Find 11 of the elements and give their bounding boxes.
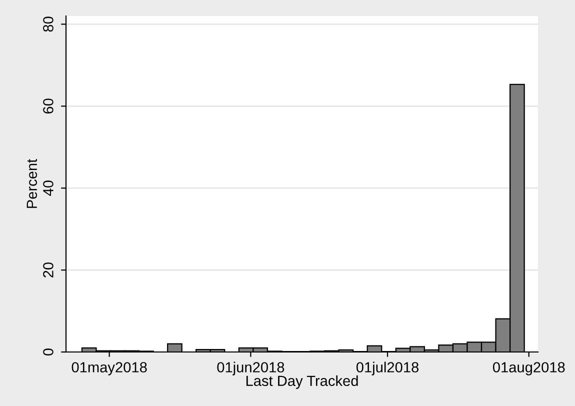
x-tick-label: 01may2018	[72, 362, 147, 376]
y-tick-label: 80	[43, 16, 54, 32]
y-axis-title: Percent	[26, 158, 38, 208]
y-tick-label: 0	[43, 348, 54, 356]
x-axis-title: Last Day Tracked	[246, 375, 358, 389]
x-tick-label: 01aug2018	[492, 362, 565, 376]
x-tick-label: 01jun2018	[217, 362, 284, 376]
x-tick-label: 01jul2018	[356, 362, 419, 376]
y-tick-label: 40	[43, 180, 54, 196]
y-tick-label: 60	[43, 98, 54, 114]
y-tick-label: 20	[43, 262, 54, 278]
